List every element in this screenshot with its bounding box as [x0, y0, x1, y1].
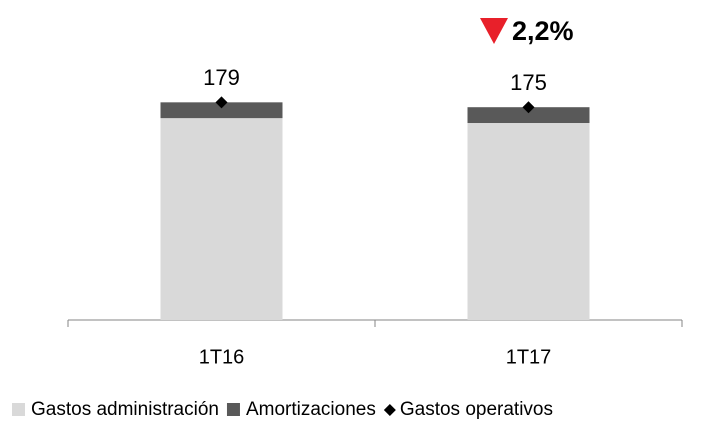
legend-label: Gastos administración — [31, 399, 219, 420]
bar-segment — [160, 118, 283, 320]
legend-label: Gastos operativos — [400, 399, 553, 420]
data-label: 175 — [510, 70, 547, 95]
legend-swatch — [226, 403, 240, 416]
data-label: 179 — [203, 65, 240, 90]
legend-label: Amortizaciones — [246, 399, 376, 420]
annotation: 2,2% — [512, 16, 574, 46]
total-marker — [215, 96, 228, 109]
down-arrow — [480, 18, 508, 44]
bar-segment — [467, 107, 590, 124]
total-marker — [522, 101, 535, 114]
x-tick-label: 1T17 — [506, 346, 552, 368]
x-tick-label: 1T16 — [199, 346, 245, 368]
bar-segment — [160, 102, 283, 119]
legend-marker — [383, 404, 396, 416]
bar-segment — [467, 123, 590, 321]
legend-swatch — [12, 403, 25, 416]
